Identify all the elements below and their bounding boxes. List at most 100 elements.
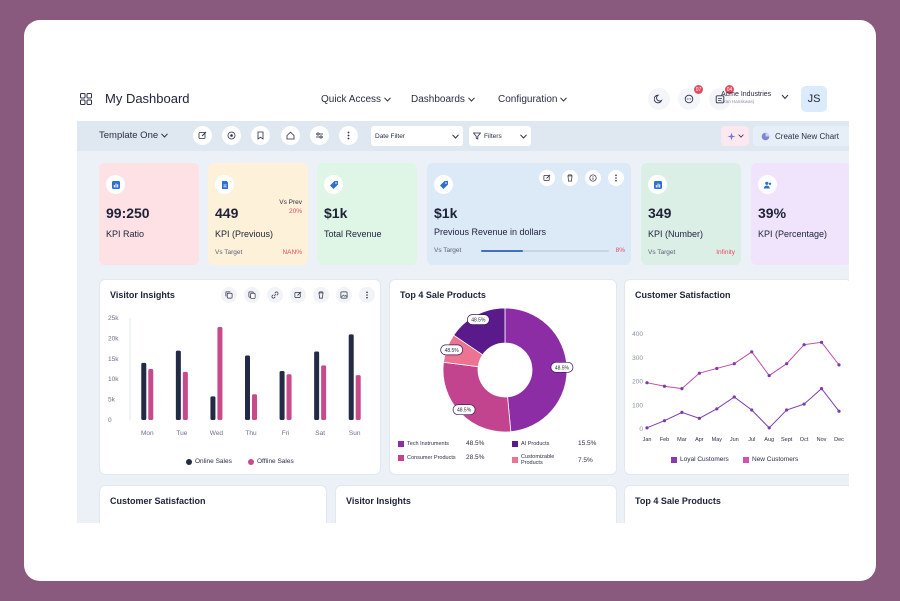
pie-slice-tech-instruments xyxy=(504,307,568,433)
data-point xyxy=(732,395,736,399)
legend-swatch xyxy=(186,458,192,465)
bar-offline-sales xyxy=(148,369,154,420)
data-point xyxy=(645,426,649,430)
create-chart-button[interactable]: Create New Chart xyxy=(753,126,849,146)
trash-icon xyxy=(318,291,324,299)
adjust-button[interactable] xyxy=(310,126,329,145)
vs-target-value: Infinity xyxy=(716,249,735,256)
template-label: Template One xyxy=(99,130,159,141)
nav-label: Quick Access xyxy=(321,94,382,105)
image-button[interactable] xyxy=(336,287,352,303)
legend-label: Loyal Customers xyxy=(680,456,729,463)
legend-label: New Customers xyxy=(752,456,799,463)
slice-data-label: 48.5% xyxy=(440,344,464,356)
nav-configuration[interactable]: Configuration xyxy=(498,94,568,105)
vs-target-value: 8% xyxy=(615,247,625,254)
bookmark-button[interactable] xyxy=(251,126,270,145)
kpi-card-ratio[interactable]: 99:250 KPI Ratio xyxy=(99,163,199,265)
messages-button[interactable]: 07 xyxy=(678,85,703,110)
top-products-chart: 48.5% 48.5% 48.5% 48.5% xyxy=(440,307,574,433)
chevron-down-icon xyxy=(161,133,169,138)
data-point xyxy=(662,419,667,423)
bar-online-sales xyxy=(314,351,320,420)
chevron-down-icon xyxy=(560,97,568,102)
edit-button[interactable] xyxy=(290,287,306,303)
dashboard-content: 99:250 KPI Ratio Vs Prev 20% 449 KPI (Pr… xyxy=(77,151,849,523)
apps-grid-icon[interactable] xyxy=(75,88,97,110)
x-tick-label: May xyxy=(712,437,723,443)
legend-offline-sales: Offline Sales xyxy=(248,458,294,465)
delete-button[interactable] xyxy=(313,287,329,303)
template-selector[interactable]: Template One xyxy=(99,130,169,141)
bar-offline-sales xyxy=(355,375,361,420)
data-point xyxy=(819,340,824,344)
legend-label: Online Sales xyxy=(195,458,232,465)
ai-assist-button[interactable] xyxy=(721,126,749,146)
nav-label: Configuration xyxy=(498,94,558,105)
slice-data-label: 48.5% xyxy=(452,404,476,416)
bar-online-sales xyxy=(279,371,285,420)
kpi-card-total-revenue[interactable]: $1k Total Revenue xyxy=(317,163,417,265)
page-title: My Dashboard xyxy=(105,91,190,106)
slice-label-text: 48.5% xyxy=(457,408,472,414)
card-delete-button[interactable] xyxy=(562,170,578,186)
company-selector[interactable]: Acme Industries (Ran Hanskwas) xyxy=(721,91,771,104)
card-more-button[interactable] xyxy=(608,170,624,186)
nav-quick-access[interactable]: Quick Access xyxy=(321,94,391,105)
slice-label-text: 48.5% xyxy=(445,348,460,354)
company-sub: (Ran Hanskwas) xyxy=(721,99,755,104)
kpi-card-percentage[interactable]: 39% KPI (Percentage) xyxy=(751,163,849,265)
legend-online-sales: Online Sales xyxy=(186,458,232,465)
y-tick-label: 100 xyxy=(632,402,643,409)
moon-icon xyxy=(654,94,663,104)
data-point xyxy=(767,373,771,378)
bar-chart-icon xyxy=(106,175,125,194)
avatar[interactable]: JS xyxy=(801,86,827,112)
duplicate-button[interactable] xyxy=(244,287,260,303)
bar-offline-sales xyxy=(252,394,257,420)
preview-button[interactable] xyxy=(222,126,241,145)
copy-button[interactable] xyxy=(221,287,237,303)
data-point xyxy=(785,362,789,366)
kpi-card-previous-revenue[interactable]: $1k Previous Revenue in dollars Vs Targe… xyxy=(427,163,631,265)
legend-loyal-customers: Loyal Customers xyxy=(671,456,729,463)
more-button[interactable] xyxy=(359,287,375,303)
link-button[interactable] xyxy=(267,287,283,303)
kpi-label: KPI (Percentage) xyxy=(758,229,828,239)
card-edit-button[interactable] xyxy=(539,170,555,186)
legend-consumer-products: Consumer Products 28.5% xyxy=(398,454,484,461)
chevron-down-icon xyxy=(520,133,527,139)
dark-mode-toggle[interactable] xyxy=(648,88,670,110)
filters-select[interactable]: Filters xyxy=(469,126,531,146)
top-products-card: Top 4 Sale Products 48.5% 48.5% 48.5% 48.5%… xyxy=(389,279,617,475)
y-tick-label: 5k xyxy=(108,397,116,404)
kpi-value: 99:250 xyxy=(106,205,150,221)
data-point xyxy=(732,362,736,366)
y-tick-label: 200 xyxy=(632,379,643,386)
edit-button[interactable] xyxy=(193,126,212,145)
y-tick-label: 0 xyxy=(639,426,643,433)
bar-chart-icon xyxy=(648,175,667,194)
filters-inner: Filters xyxy=(473,132,502,140)
filter-icon xyxy=(473,132,481,140)
y-tick-label: 25k xyxy=(108,315,119,322)
kpi-card-previous[interactable]: Vs Prev 20% 449 KPI (Previous) Vs Target… xyxy=(208,163,308,265)
tag-icon xyxy=(324,175,343,194)
data-point xyxy=(819,387,824,391)
eye-icon xyxy=(227,131,236,140)
calendar-button[interactable]: 04 xyxy=(709,85,734,110)
card-info-button[interactable] xyxy=(585,170,601,186)
x-tick-label: Feb xyxy=(660,437,669,443)
bar-online-sales xyxy=(141,362,147,420)
date-filter-select[interactable]: Date Filter xyxy=(371,126,463,146)
home-button[interactable] xyxy=(281,126,300,145)
data-point xyxy=(767,426,771,430)
nav-dashboards[interactable]: Dashboards xyxy=(411,94,475,105)
legend-label: Tech Instruments xyxy=(407,440,449,447)
more-button[interactable] xyxy=(339,126,358,145)
chevron-down-icon[interactable] xyxy=(781,94,789,100)
data-point xyxy=(715,407,719,411)
legend-value: 7.5% xyxy=(578,456,593,464)
kpi-card-number[interactable]: 349 KPI (Number) Vs Target Infinity xyxy=(641,163,741,265)
